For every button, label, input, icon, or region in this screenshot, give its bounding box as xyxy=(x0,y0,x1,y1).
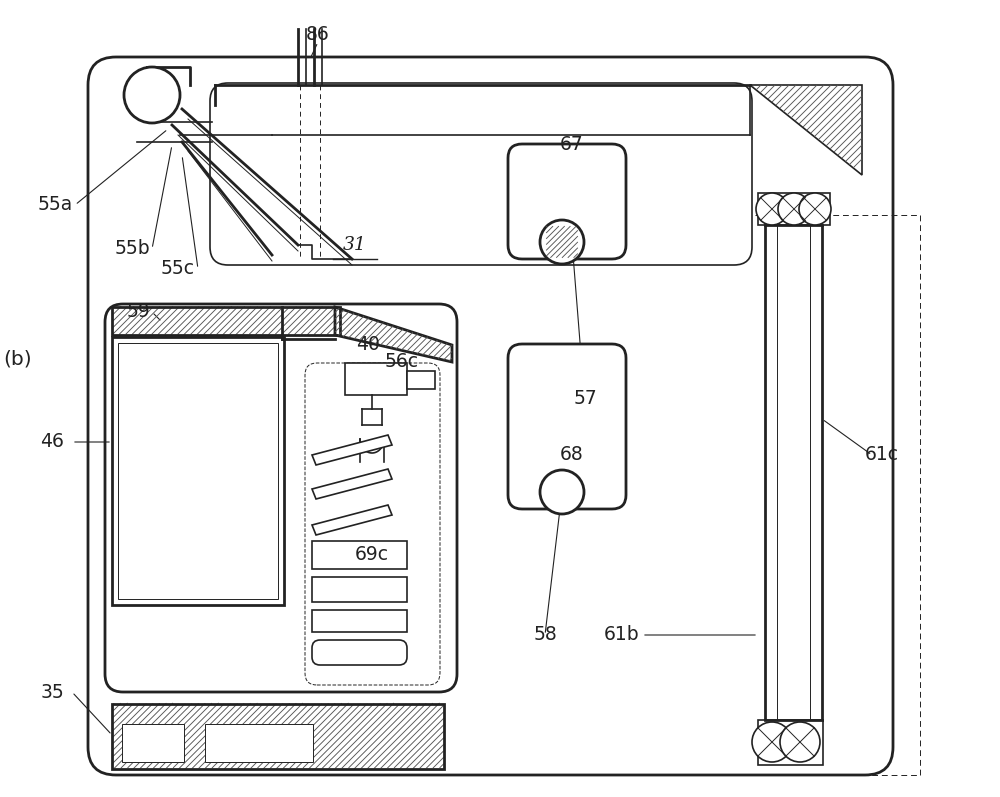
Text: 55a: 55a xyxy=(37,195,73,214)
Text: (b): (b) xyxy=(4,350,32,368)
Text: 61b: 61b xyxy=(604,626,640,645)
Bar xyxy=(112,704,444,769)
Text: 35: 35 xyxy=(40,682,64,701)
Circle shape xyxy=(540,470,584,514)
Bar xyxy=(205,724,313,762)
Text: 55b: 55b xyxy=(114,240,150,258)
Bar xyxy=(758,193,830,225)
Text: 59: 59 xyxy=(126,303,150,321)
Bar xyxy=(407,371,435,389)
Bar xyxy=(112,337,284,605)
Bar xyxy=(112,307,340,335)
Text: 40: 40 xyxy=(356,336,380,355)
Bar xyxy=(118,343,278,599)
Bar xyxy=(312,541,407,569)
Circle shape xyxy=(799,193,831,225)
Polygon shape xyxy=(335,307,452,362)
Text: 55c: 55c xyxy=(161,260,195,278)
Bar xyxy=(122,724,184,762)
Circle shape xyxy=(756,193,788,225)
Polygon shape xyxy=(750,85,862,175)
Text: 58: 58 xyxy=(533,626,557,645)
Circle shape xyxy=(778,193,810,225)
Text: 46: 46 xyxy=(40,433,64,451)
Bar xyxy=(345,363,407,395)
Text: 86: 86 xyxy=(306,26,330,45)
FancyBboxPatch shape xyxy=(210,83,752,265)
Circle shape xyxy=(540,220,584,264)
Polygon shape xyxy=(312,435,392,465)
FancyBboxPatch shape xyxy=(508,344,626,509)
Text: 69c: 69c xyxy=(355,545,389,564)
Text: 56c: 56c xyxy=(385,352,419,371)
Text: 31: 31 xyxy=(343,236,367,254)
FancyBboxPatch shape xyxy=(105,304,457,692)
FancyBboxPatch shape xyxy=(508,144,626,259)
Circle shape xyxy=(780,722,820,762)
Bar xyxy=(312,610,407,632)
FancyBboxPatch shape xyxy=(312,640,407,665)
Circle shape xyxy=(124,67,180,123)
Text: 68: 68 xyxy=(560,446,584,465)
Polygon shape xyxy=(312,505,392,535)
Bar xyxy=(758,720,823,765)
Polygon shape xyxy=(312,469,392,499)
Circle shape xyxy=(752,722,792,762)
Text: 61c: 61c xyxy=(865,446,899,465)
Bar xyxy=(312,577,407,602)
Text: 67: 67 xyxy=(560,135,584,155)
FancyBboxPatch shape xyxy=(88,57,893,775)
Text: 57: 57 xyxy=(573,390,597,409)
